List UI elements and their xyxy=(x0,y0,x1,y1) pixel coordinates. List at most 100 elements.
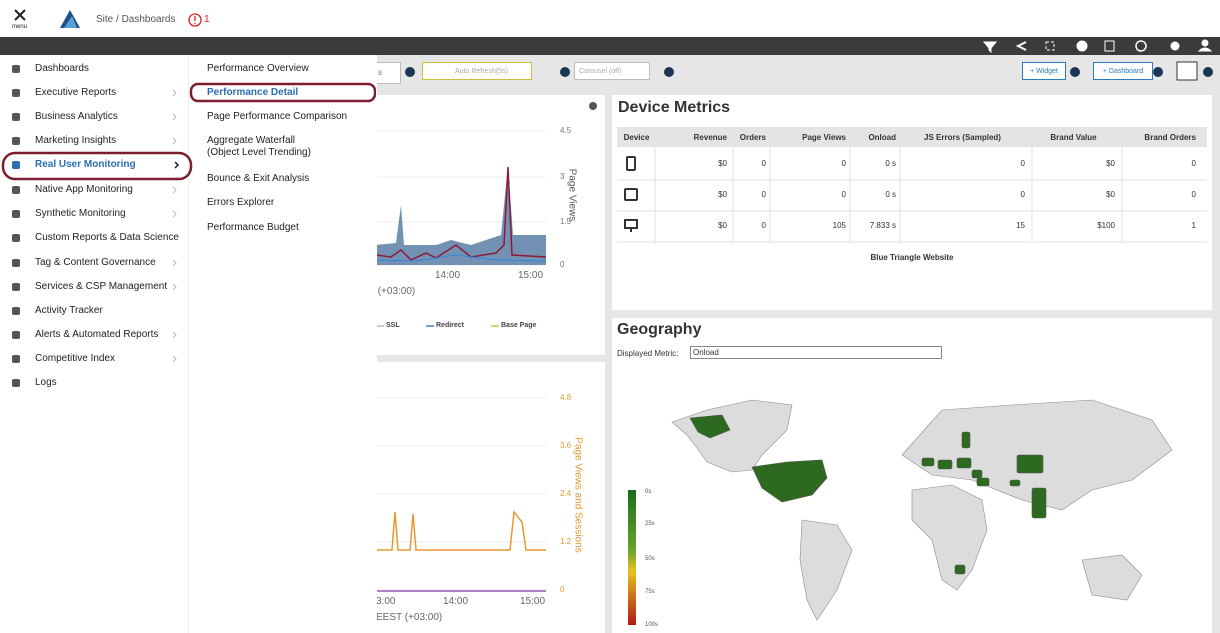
close-icon[interactable] xyxy=(14,9,26,21)
metric-select[interactable]: Onload xyxy=(690,346,942,359)
alert-count[interactable]: 1 xyxy=(204,14,210,25)
top-bar xyxy=(0,0,1220,37)
submenu-item[interactable]: Bounce & Exit Analysis xyxy=(207,173,310,184)
toolbar-select[interactable]: s xyxy=(376,62,401,84)
legend-label: Base Page xyxy=(501,322,537,329)
alert-icon[interactable] xyxy=(188,13,202,27)
table-cell: $0 xyxy=(1106,159,1115,168)
info-icon xyxy=(405,67,415,77)
submenu-item[interactable]: Page Performance Comparison xyxy=(207,111,348,122)
table-cell: $0 xyxy=(718,159,727,168)
y-tick-label: 4.5 xyxy=(560,126,572,135)
menu-icon xyxy=(12,113,20,121)
menu-panel xyxy=(0,55,188,633)
column-header: Orders xyxy=(739,133,766,142)
table-cell: 105 xyxy=(832,221,846,230)
chevron xyxy=(174,161,180,169)
table-cell: 0 xyxy=(1020,159,1025,168)
country xyxy=(799,519,853,621)
menu-item[interactable]: Executive Reports xyxy=(35,87,117,98)
submenu-item[interactable]: Performance Overview xyxy=(207,63,309,74)
info-icon xyxy=(1070,67,1080,77)
table-cell: 0 xyxy=(1191,159,1196,168)
chevron xyxy=(172,89,177,97)
submenu-item[interactable]: Errors Explorer xyxy=(207,197,275,208)
chevron xyxy=(172,113,177,121)
menu-item[interactable]: Tag & Content Governance xyxy=(35,257,156,268)
info-icon xyxy=(664,67,674,77)
line xyxy=(376,254,547,262)
menu-item[interactable]: Marketing Insights xyxy=(35,135,117,146)
menu-item[interactable]: Business Analytics xyxy=(35,111,118,122)
add-dashboard-button[interactable]: + Dashboard xyxy=(1093,62,1153,80)
submenu-panel xyxy=(188,55,377,633)
menu-icon xyxy=(12,355,20,363)
menu-icon xyxy=(12,161,20,169)
active-outline xyxy=(189,82,376,103)
graphic xyxy=(376,102,597,266)
menu-item[interactable]: Activity Tracker xyxy=(35,305,103,316)
add-widget-button[interactable]: + Widget xyxy=(1022,62,1066,80)
country xyxy=(1081,554,1143,601)
menu-item[interactable]: Services & CSP Management xyxy=(35,281,168,292)
submenu-item[interactable]: Performance Budget xyxy=(207,222,299,233)
menu-icon xyxy=(12,331,20,339)
table-cell: 7.833 s xyxy=(869,221,896,230)
menu-icon xyxy=(12,234,20,242)
graphic xyxy=(376,325,499,327)
menu-icon xyxy=(12,210,20,218)
chevron xyxy=(172,355,177,363)
table-cell: 0 s xyxy=(885,159,896,168)
legend-label: 25s xyxy=(645,521,655,527)
line xyxy=(376,166,547,261)
toolbar-icons[interactable] xyxy=(982,39,1213,54)
metric-label: Displayed Metric: xyxy=(617,349,679,358)
y-axis-label: Page Views and Sessions xyxy=(572,437,584,553)
country xyxy=(689,414,731,439)
menu-item[interactable]: Custom Reports & Data Science xyxy=(35,232,179,243)
dark-bar xyxy=(0,37,1220,55)
menu-item[interactable]: Alerts & Automated Reports xyxy=(35,329,159,340)
header-icons xyxy=(14,9,1213,54)
chevron xyxy=(172,137,177,145)
x-axis-label: EEST (+03:00) xyxy=(376,612,443,623)
breadcrumb[interactable]: Site / Dashboards xyxy=(96,14,176,25)
refresh-button[interactable]: Auto Refresh(5s) xyxy=(422,62,532,80)
menu-item[interactable]: Synthetic Monitoring xyxy=(35,208,126,219)
menu-icon xyxy=(12,137,20,145)
country xyxy=(956,457,972,469)
graphic xyxy=(617,147,1207,243)
menu-icon xyxy=(12,89,20,97)
column-header: Brand Value xyxy=(1050,133,1097,142)
country xyxy=(954,564,966,575)
column-header: Onload xyxy=(868,133,896,142)
widget xyxy=(376,362,605,633)
table-cell: $100 xyxy=(1097,221,1115,230)
menu-label[interactable]: menu xyxy=(12,24,28,30)
chevron xyxy=(172,210,177,218)
y-tick-label: 0 xyxy=(560,585,565,594)
menu-icon xyxy=(12,379,20,387)
menu-item[interactable]: Real User Monitoring xyxy=(35,159,136,170)
submenu-item[interactable]: Aggregate Waterfall (Object Level Trendi… xyxy=(207,135,311,158)
chevron xyxy=(172,259,177,267)
menu-icon xyxy=(12,186,20,194)
country xyxy=(961,431,971,449)
menu-item[interactable]: Dashboards xyxy=(35,63,89,74)
y-tick-label: 1.2 xyxy=(560,537,572,546)
menu-item[interactable]: Competitive Index xyxy=(35,353,116,364)
table-cell: 0 xyxy=(841,159,846,168)
column-header: Page Views xyxy=(802,133,846,142)
country xyxy=(751,459,828,503)
y-tick-label: 4.8 xyxy=(560,393,572,402)
y-tick-label: 1.5 xyxy=(560,217,572,226)
country xyxy=(911,484,988,591)
submenu-item[interactable]: Performance Detail xyxy=(207,87,299,98)
menu-item[interactable]: Logs xyxy=(35,377,57,388)
carousel-button[interactable]: Carousel (off) xyxy=(574,62,650,80)
line xyxy=(376,510,546,551)
info-icon xyxy=(1153,67,1163,77)
menu-item[interactable]: Native App Monitoring xyxy=(35,184,133,195)
chevron xyxy=(172,186,177,194)
